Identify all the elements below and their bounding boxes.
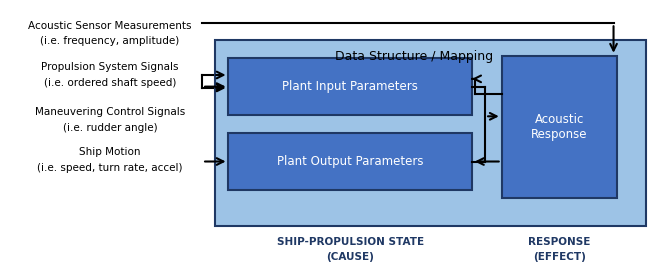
Text: SHIP-PROPULSION STATE: SHIP-PROPULSION STATE: [277, 237, 424, 247]
Text: Ship Motion: Ship Motion: [79, 148, 141, 157]
Text: (i.e. ordered shaft speed): (i.e. ordered shaft speed): [44, 78, 176, 88]
Text: Data Structure / Mapping: Data Structure / Mapping: [334, 50, 492, 63]
Text: Plant Input Parameters: Plant Input Parameters: [282, 80, 418, 93]
Text: Acoustic
Response: Acoustic Response: [531, 113, 588, 141]
Text: (i.e. frequency, amplitude): (i.e. frequency, amplitude): [40, 36, 180, 46]
Text: (CAUSE): (CAUSE): [327, 252, 374, 262]
Text: Propulsion System Signals: Propulsion System Signals: [41, 62, 178, 72]
FancyBboxPatch shape: [215, 40, 646, 226]
Text: Maneuvering Control Signals: Maneuvering Control Signals: [35, 107, 185, 117]
Text: Acoustic Sensor Measurements: Acoustic Sensor Measurements: [28, 21, 192, 31]
Text: RESPONSE: RESPONSE: [528, 237, 590, 247]
Text: Plant Output Parameters: Plant Output Parameters: [277, 155, 424, 168]
FancyBboxPatch shape: [502, 56, 617, 198]
FancyBboxPatch shape: [229, 133, 472, 190]
Text: (i.e. rudder angle): (i.e. rudder angle): [63, 123, 157, 133]
Text: (i.e. speed, turn rate, accel): (i.e. speed, turn rate, accel): [37, 163, 182, 173]
FancyBboxPatch shape: [229, 58, 472, 115]
Text: (EFFECT): (EFFECT): [533, 252, 586, 262]
